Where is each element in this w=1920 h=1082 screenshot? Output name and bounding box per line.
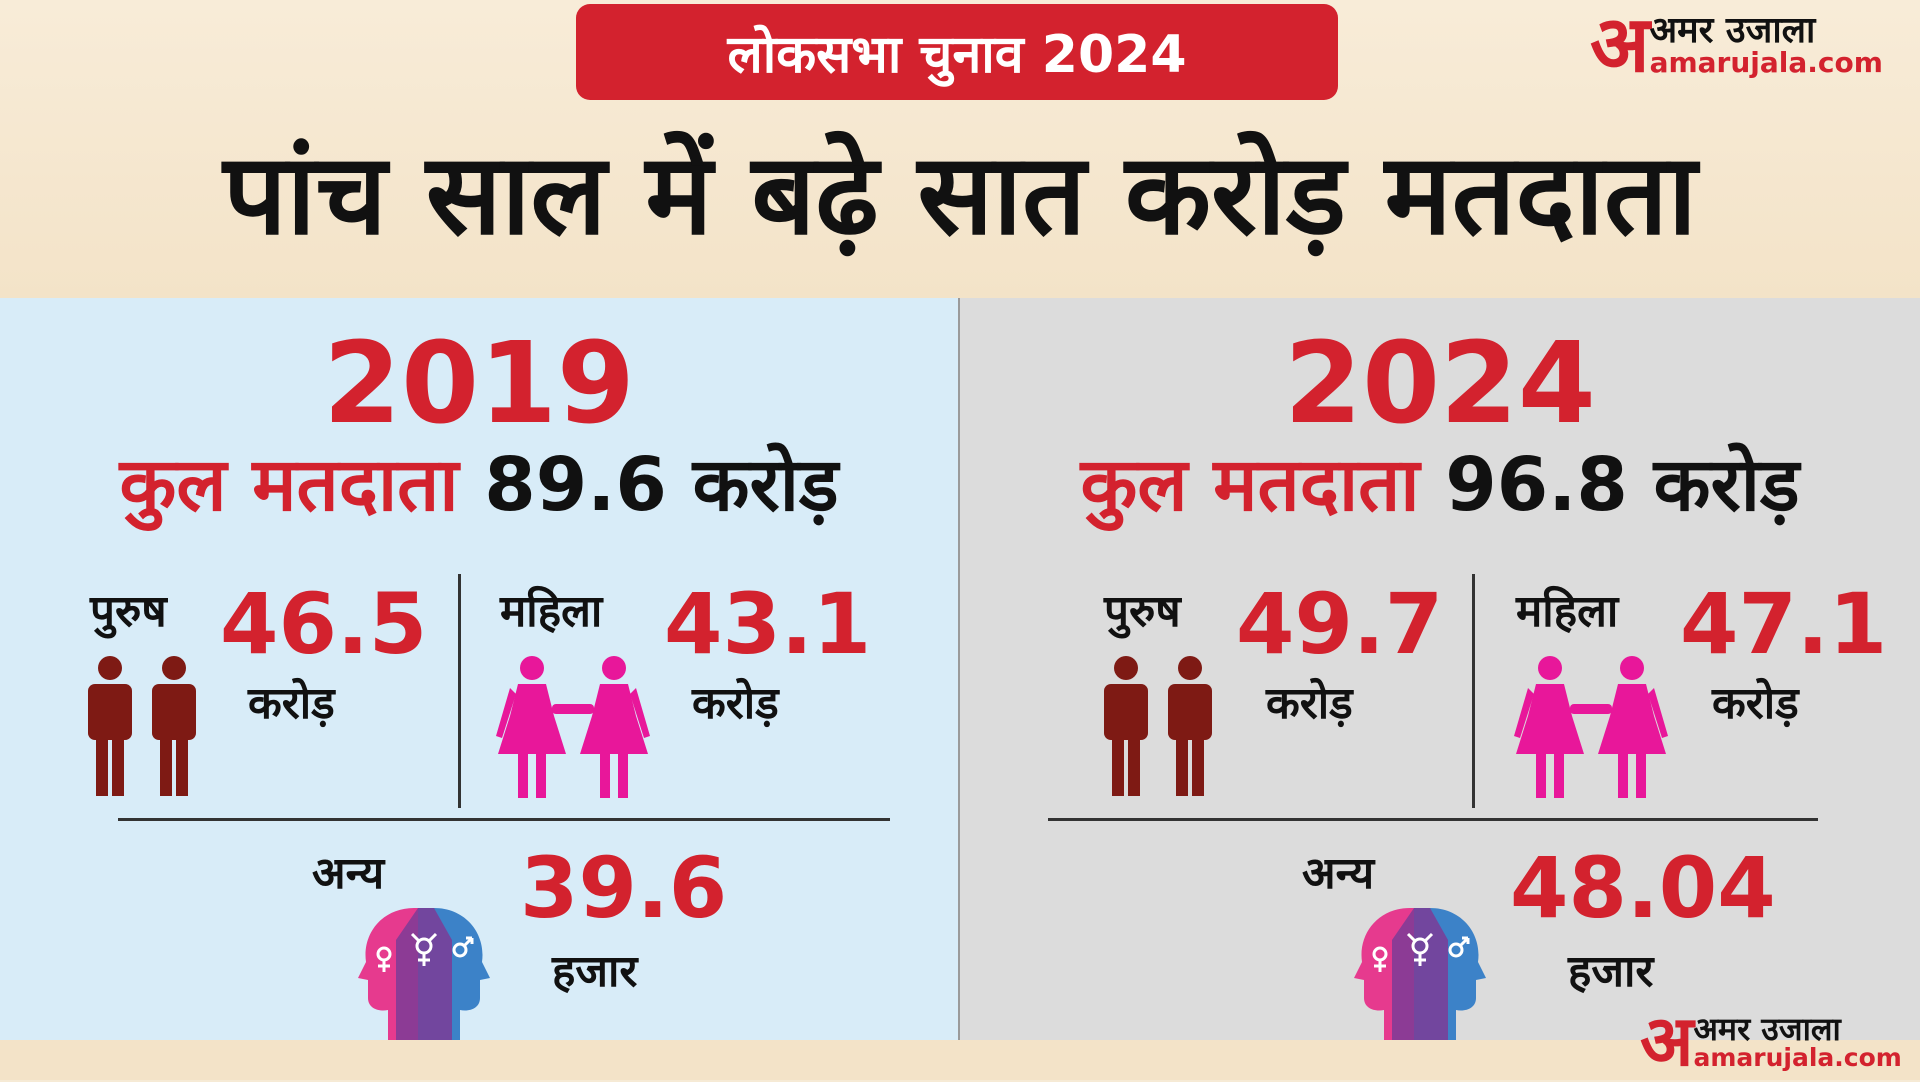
female-figures-icon [496, 656, 650, 798]
year-2024: 2024 [1284, 319, 1596, 449]
brand-logo: अ अमर उजाला amarujala.com [1590, 6, 1883, 84]
other-unit: हजार [1568, 946, 1654, 997]
brand-logo-english: amarujala.com [1649, 46, 1883, 79]
election-tag: लोकसभा चुनाव 2024 [576, 4, 1338, 100]
brand-logo-symbol: अ [1640, 1000, 1694, 1082]
panel-2019: 2019 कुल मतदाता 89.6 करोड़ पुरुष 46.5 कर… [0, 298, 958, 1040]
female-label: महिला [500, 586, 603, 637]
total-value: 96.8 करोड़ [1445, 442, 1800, 528]
male-unit: करोड़ [248, 678, 335, 729]
male-value: 49.7 [1236, 575, 1444, 673]
female-figures-icon [1514, 656, 1668, 798]
total-voters-2024: कुल मतदाता 96.8 करोड़ [960, 448, 1920, 522]
brand-logo-english: amarujala.com [1693, 1042, 1902, 1072]
female-value: 43.1 [664, 575, 872, 673]
total-label: कुल मतदाता [1080, 442, 1420, 528]
female-unit: करोड़ [1712, 678, 1799, 729]
other-value: 48.04 [1510, 839, 1776, 937]
total-voters-2019: कुल मतदाता 89.6 करोड़ [0, 448, 958, 522]
horizontal-divider [1048, 818, 1818, 821]
panel-2024: 2024 कुल मतदाता 96.8 करोड़ पुरुष 49.7 कर… [960, 298, 1920, 1040]
female-label: महिला [1516, 586, 1619, 637]
footer-brand-logo: अ अमर उजाला amarujala.com [1640, 1006, 1902, 1076]
footer-band [0, 1040, 1920, 1080]
brand-logo-hindi: अमर उजाला [1693, 1009, 1841, 1048]
brand-logo-symbol: अ [1590, 0, 1650, 90]
male-label: पुरुष [90, 586, 167, 637]
female-unit: करोड़ [692, 678, 779, 729]
male-figures-icon [1104, 656, 1212, 796]
total-value: 89.6 करोड़ [484, 442, 839, 528]
male-figures-icon [88, 656, 196, 796]
gender-heads-icon [1354, 908, 1486, 1040]
panel-divider [958, 298, 960, 1040]
year-2019: 2019 [323, 319, 635, 449]
male-value: 46.5 [220, 575, 428, 673]
male-label: पुरुष [1104, 586, 1181, 637]
other-label: अन्य [312, 848, 385, 899]
brand-logo-hindi: अमर उजाला [1649, 10, 1816, 51]
vertical-divider [458, 574, 461, 808]
other-label: अन्य [1302, 848, 1375, 899]
headline: पांच साल में बढ़े सात करोड़ मतदाता [223, 130, 1697, 260]
vertical-divider [1472, 574, 1475, 808]
male-unit: करोड़ [1266, 678, 1353, 729]
total-label: कुल मतदाता [119, 442, 459, 528]
female-value: 47.1 [1680, 575, 1888, 673]
horizontal-divider [118, 818, 890, 821]
gender-heads-icon [358, 908, 490, 1040]
other-value: 39.6 [520, 839, 728, 937]
other-unit: हजार [552, 946, 638, 997]
